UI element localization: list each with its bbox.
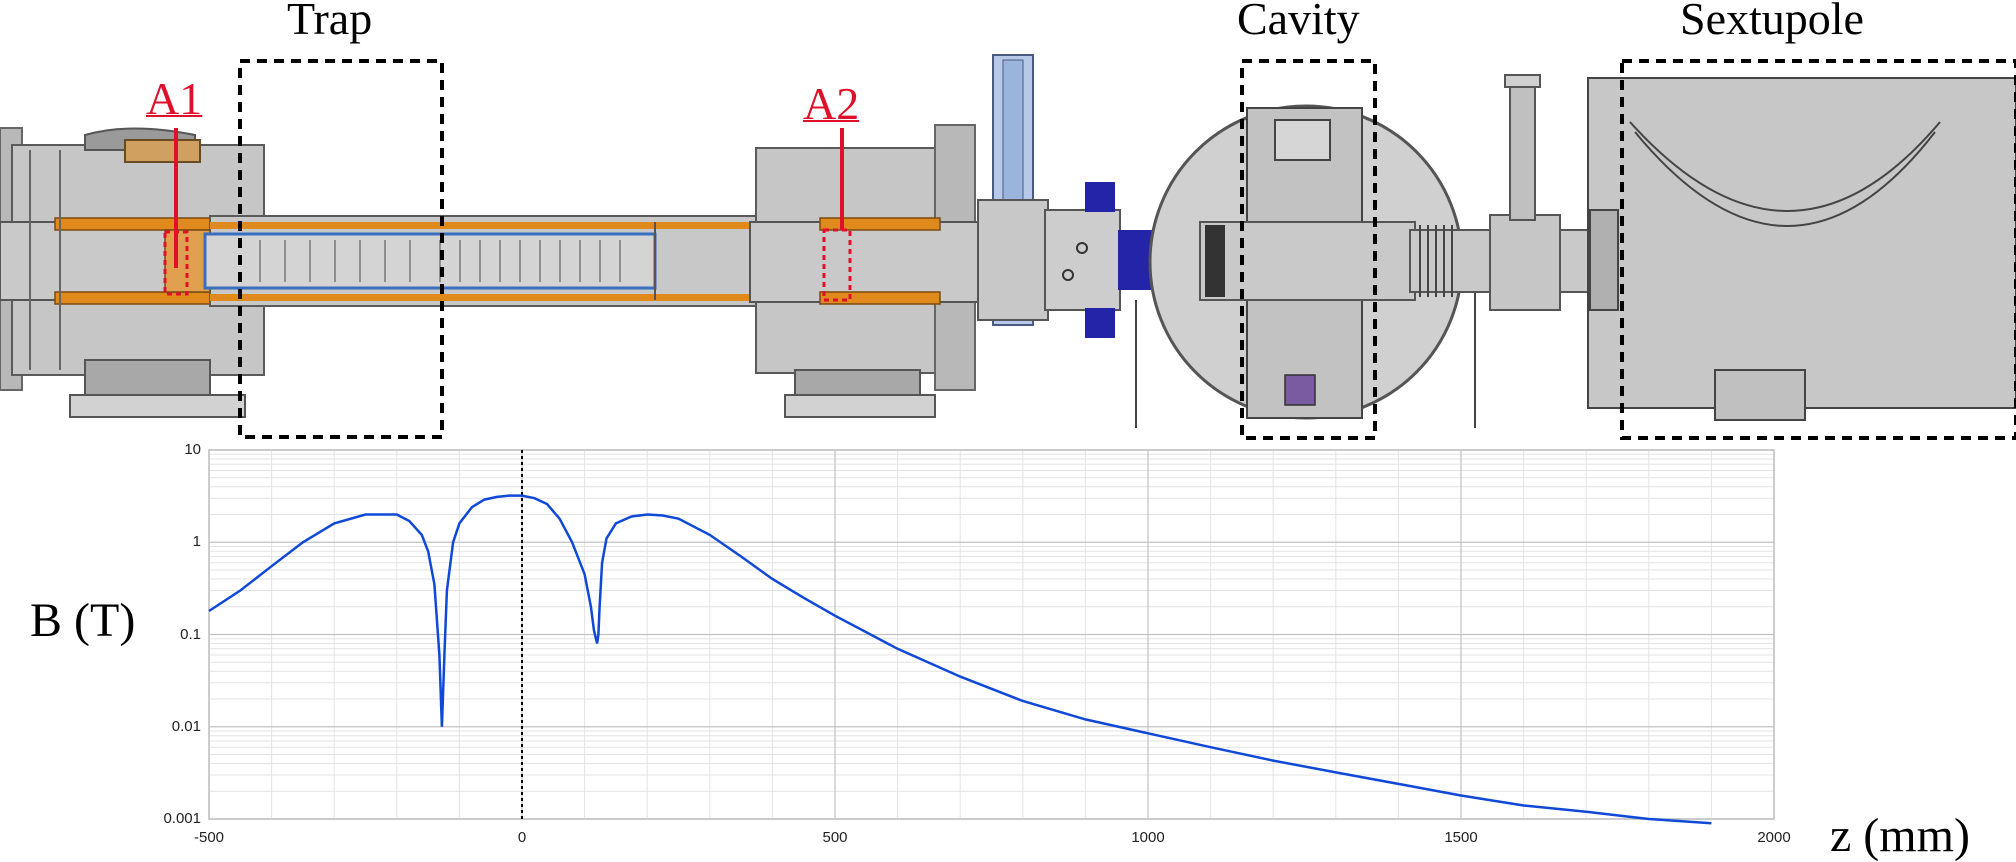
x-tick-label: -500 [193, 829, 225, 846]
gate-valve [977, 54, 1049, 326]
a2-label: A2 [803, 78, 860, 129]
x-tick-label: 1500 [1444, 829, 1478, 846]
sextupole-label: Sextupole [1680, 0, 1864, 44]
y-tick-label: 0.001 [163, 810, 201, 827]
x-axis-title: z (mm) [1830, 809, 1970, 862]
trap-tube [203, 215, 791, 307]
a1-label: A1 [146, 73, 203, 124]
bellows-pipe [1409, 74, 1591, 311]
x-tick-label: 1000 [1131, 829, 1165, 846]
y-tick-label: 1 [192, 533, 201, 551]
y-tick-label: 0.01 [171, 717, 201, 735]
trap-label: Trap [287, 0, 373, 44]
cavity-label: Cavity [1237, 0, 1360, 44]
y-tick-label: 0.1 [180, 625, 201, 643]
second-chamber [749, 124, 981, 418]
y-axis-title: B (T) [30, 594, 136, 647]
cross-section [1044, 182, 1168, 428]
field-curve [208, 494, 1712, 825]
field-chart [208, 449, 1775, 825]
x-tick-label: 2000 [1757, 829, 1791, 846]
sextupole-region-box [1620, 59, 2016, 440]
y-tick-label: 10 [184, 441, 201, 458]
beamline-schematic [0, 54, 2016, 428]
sextupole-magnet [1587, 77, 2016, 421]
x-tick-label: 500 [822, 829, 848, 846]
major-gridlines [208, 449, 1775, 820]
x-tick-label: 0 [517, 829, 527, 846]
a1-marker-lines [163, 128, 189, 296]
a2-marker-lines [822, 128, 852, 302]
cavity-assembly [1148, 104, 1476, 428]
